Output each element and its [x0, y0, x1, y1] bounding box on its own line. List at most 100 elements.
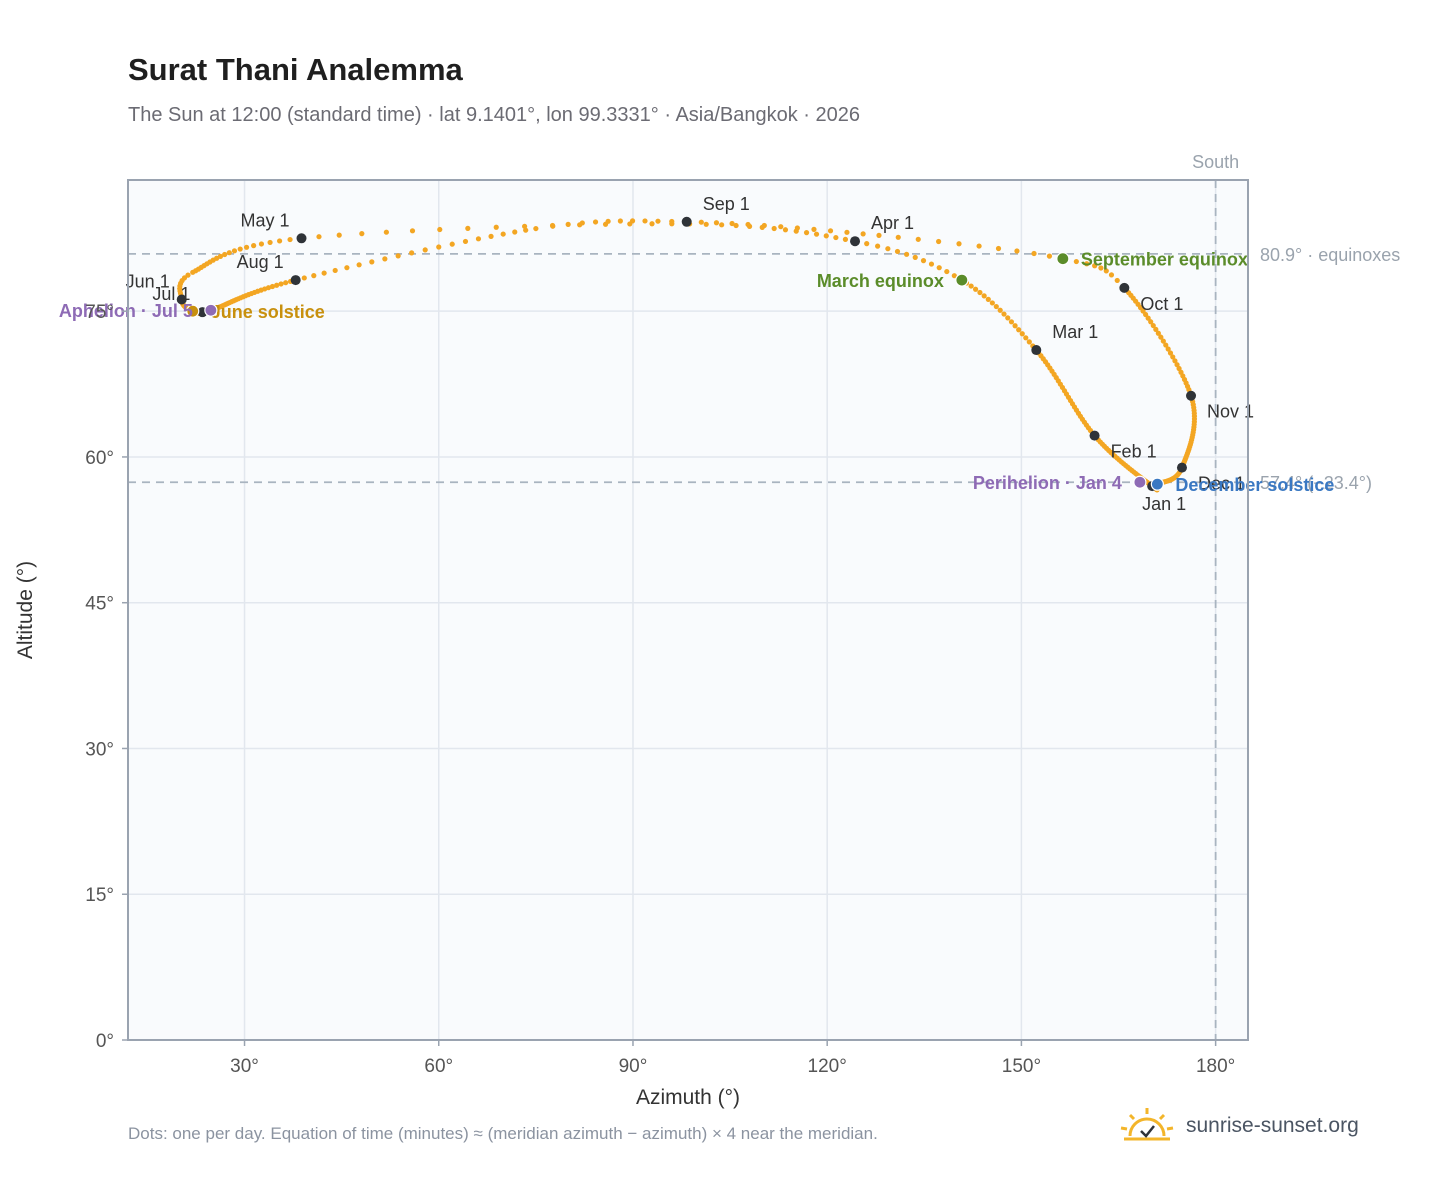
x-tick-label: 90°: [619, 1056, 648, 1077]
event-marker: [1056, 252, 1070, 266]
axis-ticks: 30° 60° 90° 120° 150° 180° 0° 15° 30° 45° 60° 75°: [85, 302, 1235, 1077]
month-marker-label: Sep 1: [703, 194, 750, 214]
day-dot: [475, 236, 482, 242]
y-tick-label: 15°: [85, 885, 114, 906]
day-dot: [409, 250, 415, 256]
day-dot: [1174, 362, 1180, 368]
day-dot: [332, 267, 338, 274]
month-marker: [176, 294, 187, 305]
month-marker: [290, 275, 301, 286]
x-tick-label: 120°: [808, 1056, 847, 1077]
chart-subtitle: The Sun at 12:00 (standard time) · lat 9…: [128, 104, 861, 126]
day-dot: [356, 262, 362, 268]
chart-title: Surat Thani Analemma: [128, 52, 463, 87]
day-dot: [885, 246, 891, 252]
day-dot: [287, 236, 293, 243]
day-dot: [915, 236, 921, 242]
day-dot: [251, 243, 257, 249]
month-marker-label: Feb 1: [1111, 442, 1157, 462]
day-dot: [981, 293, 987, 299]
brand-name: sunrise-sunset.org: [1186, 1114, 1359, 1137]
month-marker: [681, 216, 692, 227]
footnote: Dots: one per day. Equation of time (min…: [128, 1124, 878, 1143]
day-dot: [1019, 331, 1025, 337]
day-dot: [1092, 263, 1098, 269]
day-dot: [823, 233, 829, 239]
day-dot: [860, 231, 866, 237]
event-label: June solstice: [211, 302, 325, 322]
day-dot: [1023, 335, 1029, 341]
x-tick-label: 150°: [1002, 1056, 1041, 1077]
day-dot: [422, 247, 428, 253]
day-dot: [698, 219, 704, 225]
day-dot: [1153, 326, 1159, 332]
day-dot: [222, 251, 228, 258]
day-dot: [512, 229, 518, 235]
brand[interactable]: sunrise-sunset.org: [1118, 1104, 1359, 1148]
month-marker-label: Nov 1: [1207, 402, 1254, 422]
day-dot: [895, 234, 901, 240]
y-axis-label: Altitude (°): [14, 561, 37, 659]
month-marker: [1119, 282, 1130, 293]
event-label: December solstice: [1175, 475, 1334, 495]
day-dot: [968, 283, 974, 289]
day-dot: [436, 244, 442, 250]
month-marker-label: Mar 1: [1052, 322, 1098, 342]
month-marker-label: Oct 1: [1140, 294, 1183, 314]
day-dot: [283, 280, 289, 286]
day-dot: [642, 218, 648, 224]
day-dot: [811, 226, 817, 232]
day-dot: [449, 241, 455, 247]
day-dot: [605, 218, 611, 224]
day-dot: [344, 265, 350, 271]
day-dot: [761, 222, 767, 229]
day-dot: [903, 251, 910, 257]
day-dot: [977, 289, 983, 296]
day-dot: [1103, 268, 1109, 274]
day-dot: [316, 234, 322, 240]
day-dot: [301, 275, 307, 281]
south-label: South: [1192, 152, 1239, 172]
day-dot: [462, 238, 469, 245]
day-dot: [833, 234, 839, 241]
day-dot: [185, 272, 191, 278]
day-dot: [989, 300, 995, 306]
day-dot: [864, 241, 870, 247]
day-dot: [409, 228, 416, 234]
day-dot: [592, 219, 599, 225]
day-dot: [190, 269, 196, 275]
day-dot: [649, 221, 655, 227]
day-dot: [629, 218, 636, 224]
day-dot: [369, 259, 375, 265]
day-dot: [782, 227, 789, 233]
day-dot: [267, 239, 273, 246]
day-dot: [1016, 327, 1022, 333]
day-dot: [745, 221, 751, 228]
x-tick-label: 180°: [1196, 1056, 1235, 1077]
day-dot: [1073, 258, 1079, 265]
altitude-reference-label: 80.9° · equinoxes: [1260, 245, 1400, 265]
day-dot: [719, 222, 725, 228]
day-dot: [1001, 311, 1007, 317]
day-dot: [278, 281, 284, 287]
day-dot: [733, 222, 739, 229]
plot-frame: [127, 179, 1249, 1041]
month-marker: [1186, 390, 1197, 401]
y-tick-label: 0°: [96, 1031, 114, 1052]
day-dot: [579, 220, 585, 226]
day-dot: [437, 226, 443, 233]
month-marker-label: May 1: [240, 210, 289, 230]
month-marker-label: Jul 1: [152, 284, 190, 304]
day-dot: [813, 231, 820, 237]
day-dot: [729, 220, 735, 227]
day-dot: [1008, 319, 1015, 325]
day-dot: [655, 218, 661, 224]
month-marker: [296, 233, 307, 244]
day-dot: [1150, 322, 1156, 329]
day-dot: [1108, 272, 1115, 278]
day-dot: [336, 232, 342, 238]
y-tick-label: 75°: [85, 302, 114, 323]
day-dot: [1114, 277, 1120, 284]
day-dot: [1098, 265, 1104, 271]
